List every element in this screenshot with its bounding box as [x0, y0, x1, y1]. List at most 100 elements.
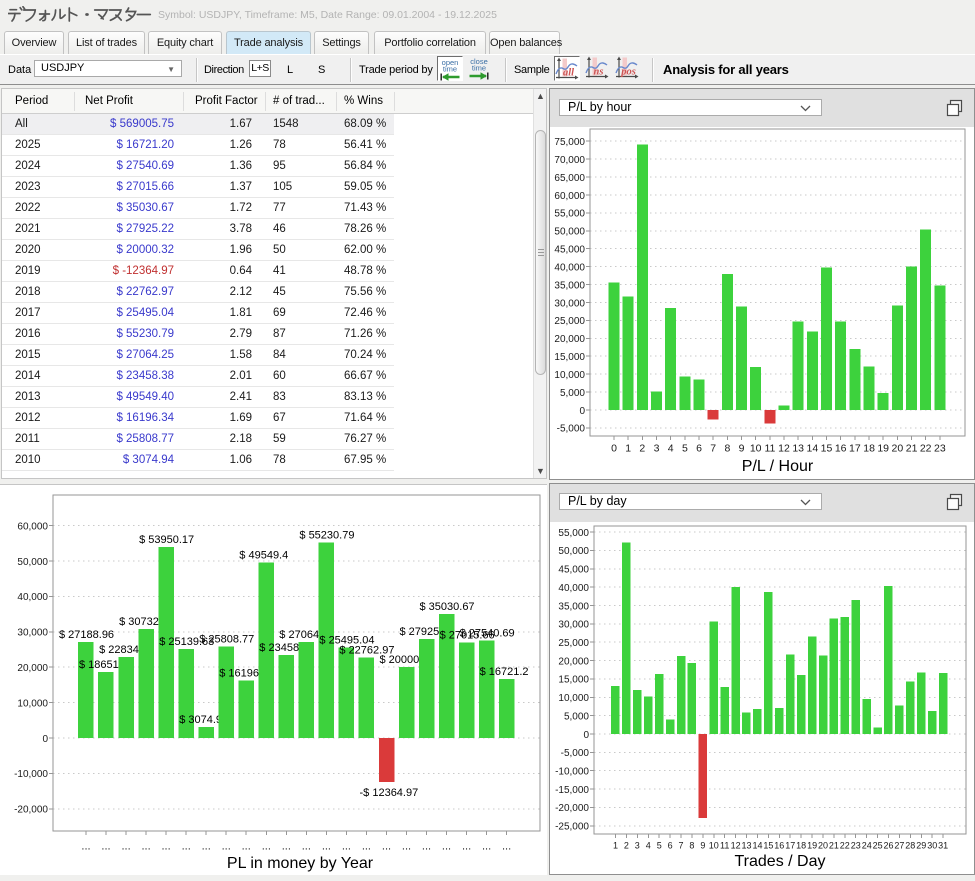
- svg-text:...: ...: [342, 840, 351, 852]
- svg-text:...: ...: [182, 840, 191, 852]
- svg-text:3: 3: [635, 840, 640, 850]
- svg-text:65,000: 65,000: [554, 173, 585, 184]
- svg-text:25,000: 25,000: [558, 638, 589, 649]
- svg-text:...: ...: [222, 840, 231, 852]
- svg-text:18: 18: [796, 840, 806, 850]
- svg-text:19: 19: [807, 840, 817, 850]
- svg-text:ns: ns: [594, 67, 604, 78]
- svg-text:10,000: 10,000: [554, 370, 585, 381]
- svg-text:55,000: 55,000: [558, 528, 589, 539]
- svg-text:5: 5: [682, 442, 688, 454]
- svg-text:20,000: 20,000: [558, 656, 589, 667]
- svg-text:P/L / Hour: P/L / Hour: [742, 458, 814, 475]
- svg-text:...: ...: [402, 840, 411, 852]
- svg-text:$ 16721.2: $ 16721.2: [480, 666, 529, 678]
- svg-text:5,000: 5,000: [564, 711, 589, 722]
- svg-text:9: 9: [739, 442, 745, 454]
- svg-text:$ 25808.77: $ 25808.77: [199, 634, 254, 646]
- svg-text:...: ...: [81, 840, 90, 852]
- svg-text:3: 3: [654, 442, 660, 454]
- svg-text:PL in money by Year: PL in money by Year: [227, 855, 374, 872]
- svg-text:time: time: [472, 64, 486, 73]
- svg-text:22: 22: [920, 442, 932, 454]
- svg-text:Trades / Day: Trades / Day: [735, 853, 826, 870]
- svg-text:15: 15: [821, 442, 833, 454]
- svg-text:30,000: 30,000: [17, 628, 48, 639]
- svg-text:8: 8: [689, 840, 694, 850]
- svg-text:...: ...: [382, 840, 391, 852]
- svg-text:16: 16: [835, 442, 847, 454]
- svg-text:...: ...: [202, 840, 211, 852]
- svg-text:55,000: 55,000: [554, 209, 585, 220]
- svg-text:19: 19: [877, 442, 889, 454]
- svg-text:10,000: 10,000: [17, 698, 48, 709]
- svg-text:20: 20: [818, 840, 828, 850]
- svg-text:$ 35030.67: $ 35030.67: [420, 601, 475, 613]
- svg-text:7: 7: [678, 840, 683, 850]
- svg-text:28: 28: [905, 840, 915, 850]
- svg-text:open: open: [442, 58, 459, 67]
- svg-text:45,000: 45,000: [558, 565, 589, 576]
- svg-text:50,000: 50,000: [17, 557, 48, 568]
- svg-text:$ 30732: $ 30732: [119, 616, 159, 628]
- svg-text:$ 22834: $ 22834: [99, 644, 139, 656]
- svg-text:$ 18651: $ 18651: [79, 659, 119, 671]
- svg-text:12: 12: [778, 442, 790, 454]
- svg-text:12: 12: [731, 840, 741, 850]
- svg-text:...: ...: [462, 840, 471, 852]
- svg-text:15: 15: [763, 840, 773, 850]
- svg-text:15,000: 15,000: [554, 352, 585, 363]
- svg-text:...: ...: [422, 840, 431, 852]
- svg-text:...: ...: [322, 840, 331, 852]
- svg-text:...: ...: [282, 840, 291, 852]
- svg-text:30,000: 30,000: [554, 298, 585, 309]
- svg-text:0: 0: [611, 442, 617, 454]
- svg-text:$ 53950.17: $ 53950.17: [139, 534, 194, 546]
- svg-text:29: 29: [916, 840, 926, 850]
- svg-text:30,000: 30,000: [558, 620, 589, 631]
- svg-text:all: all: [563, 68, 574, 79]
- svg-text:0: 0: [42, 734, 48, 745]
- svg-text:$ 25495.04: $ 25495.04: [319, 635, 374, 647]
- svg-text:$ 27064: $ 27064: [279, 629, 319, 641]
- svg-text:...: ...: [142, 840, 151, 852]
- svg-text:40,000: 40,000: [554, 262, 585, 273]
- svg-text:9: 9: [700, 840, 705, 850]
- svg-text:20,000: 20,000: [554, 334, 585, 345]
- svg-text:60,000: 60,000: [554, 191, 585, 202]
- svg-text:0: 0: [583, 730, 589, 741]
- svg-text:13: 13: [792, 442, 804, 454]
- svg-text:...: ...: [502, 840, 511, 852]
- svg-text:40,000: 40,000: [17, 592, 48, 603]
- svg-text:25: 25: [873, 840, 883, 850]
- svg-text:-5,000: -5,000: [561, 748, 590, 759]
- svg-text:6: 6: [696, 442, 702, 454]
- svg-text:75,000: 75,000: [554, 137, 585, 148]
- svg-text:1: 1: [625, 442, 631, 454]
- svg-text:...: ...: [122, 840, 131, 852]
- svg-text:-20,000: -20,000: [14, 805, 48, 816]
- svg-text:35,000: 35,000: [558, 601, 589, 612]
- svg-text:45,000: 45,000: [554, 245, 585, 256]
- svg-text:8: 8: [724, 442, 730, 454]
- svg-text:...: ...: [482, 840, 491, 852]
- svg-text:13: 13: [741, 840, 751, 850]
- svg-text:-15,000: -15,000: [555, 785, 589, 796]
- svg-text:70,000: 70,000: [554, 155, 585, 166]
- svg-text:-25,000: -25,000: [555, 822, 589, 833]
- svg-text:50,000: 50,000: [558, 546, 589, 557]
- svg-text:10: 10: [750, 442, 762, 454]
- svg-text:2: 2: [639, 442, 645, 454]
- svg-text:$ 27540.69: $ 27540.69: [460, 628, 515, 640]
- svg-text:...: ...: [262, 840, 271, 852]
- svg-text:14: 14: [752, 840, 762, 850]
- svg-text:50,000: 50,000: [554, 227, 585, 238]
- svg-text:...: ...: [362, 840, 371, 852]
- svg-text:23: 23: [851, 840, 861, 850]
- svg-text:21: 21: [829, 840, 839, 850]
- svg-text:26: 26: [883, 840, 893, 850]
- svg-text:24: 24: [862, 840, 872, 850]
- svg-text:35,000: 35,000: [554, 280, 585, 291]
- svg-text:6: 6: [668, 840, 673, 850]
- svg-text:11: 11: [764, 442, 775, 454]
